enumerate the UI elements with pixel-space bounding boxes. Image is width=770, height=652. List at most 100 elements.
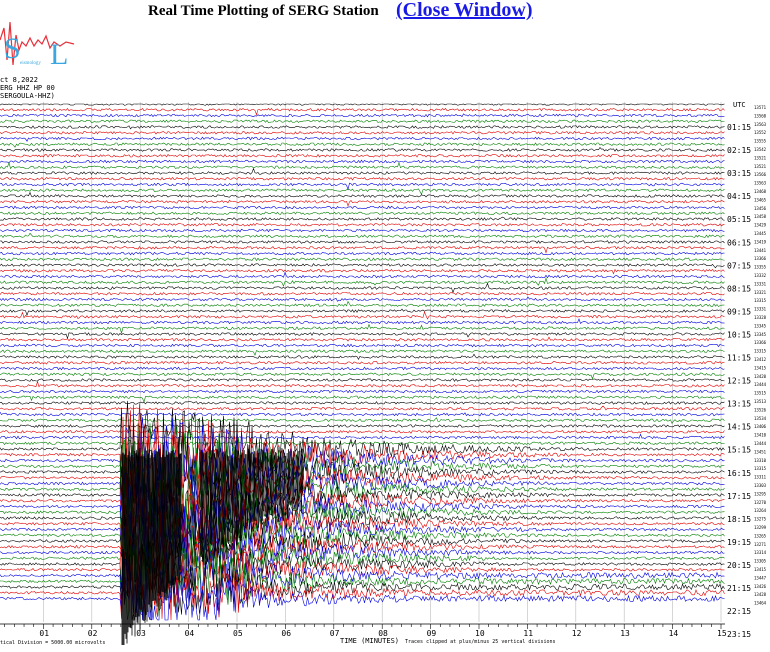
- page-title: Real Time Plotting of SERG Station: [148, 3, 379, 19]
- seismic-trace: [0, 291, 725, 296]
- trace-count: 13275: [754, 517, 767, 522]
- x-tick-label: 08: [378, 629, 388, 638]
- trace-count: 13451: [754, 449, 767, 454]
- trace-count: 13444: [754, 441, 767, 446]
- x-tick-label: 06: [281, 629, 291, 638]
- seismic-trace: [0, 517, 725, 605]
- trace-count: 13265: [754, 533, 767, 538]
- trace-count: 13563: [754, 181, 767, 186]
- x-tick-label: 01: [39, 629, 49, 638]
- trace-count: 13560: [754, 113, 767, 118]
- x-tick-label: 13: [620, 629, 630, 638]
- seismic-trace: [0, 271, 725, 279]
- hour-label: 02:15: [727, 146, 751, 155]
- trace-count: 13515: [754, 391, 767, 396]
- seismic-trace: [0, 147, 725, 152]
- seismic-trace: [0, 445, 725, 539]
- svg-text:L: L: [50, 38, 68, 71]
- x-tick-label: 15: [717, 629, 727, 638]
- seismic-trace: [0, 188, 725, 196]
- trace-count: 13456: [754, 206, 767, 211]
- seismic-trace: [0, 223, 725, 227]
- hour-label: 19:15: [727, 538, 751, 547]
- seismic-trace: [0, 541, 725, 621]
- hour-label: 05:15: [727, 215, 751, 224]
- seismic-trace: [0, 501, 725, 592]
- trace-count: 13542: [754, 147, 767, 152]
- close-window-link[interactable]: (Close Window): [396, 0, 533, 21]
- seismic-trace: [0, 530, 725, 599]
- trace-count: 13441: [754, 248, 767, 253]
- hour-label: 20:15: [727, 561, 751, 570]
- hour-label: 12:15: [727, 377, 751, 386]
- trace-count: 13534: [754, 416, 767, 421]
- seismic-trace: [0, 136, 725, 142]
- seismic-trace: [0, 191, 725, 198]
- trace-count: 13415: [754, 365, 767, 370]
- trace-count: 13426: [754, 584, 767, 589]
- seismic-trace: [0, 361, 725, 365]
- trace-count: 13264: [754, 508, 767, 513]
- hour-label: 04:15: [727, 192, 751, 201]
- seismic-trace: [0, 395, 725, 404]
- seismic-trace: [0, 182, 725, 191]
- seismic-trace: [0, 429, 725, 434]
- trace-count: 13328: [754, 315, 767, 320]
- hour-label: 09:15: [727, 307, 751, 316]
- seismic-trace: [0, 400, 725, 506]
- seismic-trace: [0, 366, 725, 371]
- trace-count: 13464: [754, 601, 767, 606]
- seismic-trace: [0, 119, 725, 124]
- hour-label: 23:15: [727, 630, 751, 639]
- seismic-trace: [0, 131, 725, 135]
- trace-count: 13410: [754, 433, 767, 438]
- seismic-trace: [0, 113, 725, 118]
- hour-label: 01:15: [727, 123, 751, 132]
- seismic-trace: [0, 277, 725, 287]
- seismic-trace: [0, 240, 725, 244]
- seismic-trace: [0, 282, 725, 294]
- seismic-trace: [0, 176, 725, 181]
- seismic-trace: [0, 107, 725, 116]
- trace-count: 13563: [754, 122, 767, 127]
- seismic-trace: [0, 389, 725, 394]
- seismic-trace: [0, 423, 725, 524]
- seismic-trace: [0, 353, 725, 361]
- seismic-trace: [0, 161, 725, 170]
- trace-count: 13412: [754, 357, 767, 362]
- trace-count: 13270: [754, 500, 767, 505]
- x-tick-label: 03: [136, 629, 146, 638]
- trace-count: 13419: [754, 239, 767, 244]
- trace-count: 13315: [754, 466, 767, 471]
- trace-count: 13555: [754, 139, 767, 144]
- trace-count: 13299: [754, 525, 767, 530]
- trace-count: 13458: [754, 214, 767, 219]
- trace-count: 13420: [754, 374, 767, 379]
- trace-count: 13521: [754, 164, 767, 169]
- trace-count: 13444: [754, 382, 767, 387]
- trace-count: 13445: [754, 231, 767, 236]
- trace-count: 13468: [754, 189, 767, 194]
- hour-label: 03:15: [727, 169, 751, 178]
- trace-count: 13428: [754, 592, 767, 597]
- seismic-trace: [0, 323, 725, 335]
- scale-note: tical Division = 5000.00 microvolts: [0, 640, 105, 646]
- seismic-trace: [0, 349, 725, 356]
- trace-count: 13310: [754, 458, 767, 463]
- seismic-trace: [0, 417, 725, 425]
- hour-label: 21:15: [727, 584, 751, 593]
- hour-label: 07:15: [727, 261, 751, 270]
- trace-count: 13429: [754, 223, 767, 228]
- seismic-trace: [0, 300, 725, 308]
- seismic-trace: [0, 251, 725, 256]
- trace-count: 13305: [754, 559, 767, 564]
- seismic-trace: [0, 454, 725, 542]
- seismic-trace: [0, 343, 725, 348]
- seismic-trace: [0, 332, 725, 340]
- seismic-trace: [0, 311, 725, 320]
- hour-label: 14:15: [727, 423, 751, 432]
- trace-count: 13314: [754, 550, 767, 555]
- trace-count: 13513: [754, 399, 767, 404]
- seismic-trace: [0, 441, 725, 446]
- trace-count: 13311: [754, 475, 767, 480]
